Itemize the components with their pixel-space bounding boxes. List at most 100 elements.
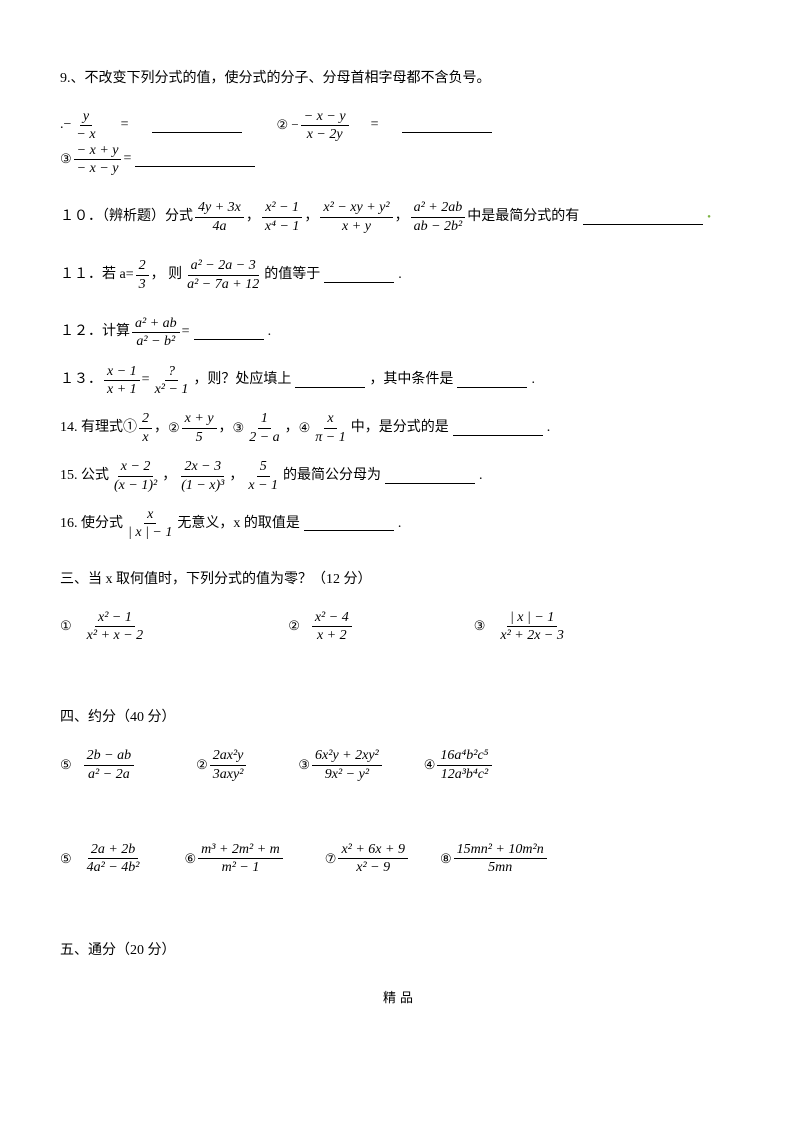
s4-f3: 6x²y + 2xy²9x² − y² (312, 748, 382, 782)
den: − x (73, 126, 98, 142)
blank[interactable] (295, 373, 365, 388)
q12-pre: １２．计算 (60, 317, 130, 348)
c: ， (285, 413, 299, 444)
q10-pre: １０．（辨析题）分式 (60, 202, 193, 233)
end: . (531, 365, 535, 396)
den: x + 1 (104, 381, 140, 397)
s4-i4: ④ (424, 751, 436, 780)
section4-row2: ⑤ 2a + 2b4a² − 4b² ⑥ m³ + 2m² + mm² − 1 … (60, 842, 740, 876)
num: x² + 6x + 9 (338, 842, 408, 859)
s3-i2: ② (288, 612, 300, 641)
num: − x + y (74, 143, 122, 160)
q9-text: 9.、不改变下列分式的值，使分式的分子、分母首相字母都不含负号。 (60, 64, 491, 95)
c: ， (219, 413, 233, 444)
den: x + 2 (314, 627, 350, 643)
q10-f2: x² − 1x⁴ − 1 (262, 200, 303, 234)
den: 4a² − 4b² (84, 859, 143, 875)
q10-f1: 4y + 3x4a (195, 200, 244, 234)
s4-i5: ⑤ (60, 751, 72, 780)
q10: １０．（辨析题）分式 4y + 3x4a ， x² − 1x⁴ − 1 ， x²… (60, 200, 740, 234)
q13-f2: ?x² − 1 (152, 364, 192, 398)
num: 2 (139, 411, 152, 428)
num: 15mn² + 10m²n (454, 842, 547, 859)
num: x² − 1 (95, 610, 135, 627)
blank[interactable] (194, 325, 264, 340)
num: 6x²y + 2xy² (312, 748, 382, 765)
num: 2 (136, 258, 149, 275)
q9-item1: .− y − x = (60, 109, 246, 143)
num: 1 (258, 411, 271, 428)
den: x² + 2x − 3 (497, 627, 567, 643)
s3-f1: x² − 1x² + x − 2 (84, 610, 147, 644)
s4-i2: ② (196, 751, 208, 780)
den: a² − b² (133, 333, 178, 349)
dot: ● (707, 211, 711, 224)
blank[interactable] (152, 118, 242, 133)
den: 12a³b⁴c² (438, 766, 491, 782)
den: x⁴ − 1 (262, 218, 303, 234)
s4-f8: 15mn² + 10m²n5mn (454, 842, 547, 876)
page-footer: 精品 (60, 987, 740, 1006)
num: x (144, 507, 156, 524)
q9-i3-frac: − x + y − x − y (74, 143, 122, 177)
num: | x | − 1 (507, 610, 557, 627)
q15-f1: x − 2(x − 1)² (111, 459, 160, 493)
blank[interactable] (304, 516, 394, 531)
q13-f1: x − 1x + 1 (104, 364, 140, 398)
blank[interactable] (583, 210, 703, 225)
c: ， (154, 413, 168, 444)
q15-post: 的最简公分母为 (283, 461, 381, 492)
blank[interactable] (402, 118, 492, 133)
den: 9x² − y² (322, 766, 372, 782)
den: a² − 2a (85, 766, 133, 782)
eq: = (121, 110, 129, 141)
den: 4a (209, 218, 229, 234)
blank[interactable] (385, 469, 475, 484)
num: m³ + 2m² + m (198, 842, 283, 859)
l3: ③ (233, 414, 245, 443)
s3-i1: ① (60, 612, 72, 641)
q16-post: 无意义，x 的取值是 (177, 509, 300, 540)
blank[interactable] (135, 152, 255, 167)
q16-f: x| x | − 1 (125, 507, 175, 541)
s4-f4: 16a⁴b²c⁵12a³b⁴c² (437, 748, 491, 782)
s4-i6: ⑥ (185, 845, 197, 874)
den: x² + x − 2 (84, 627, 147, 643)
num: x (324, 411, 336, 428)
q14: 14. 有理式① 2x ， ② x + y5 ， ③ 12 − a ， ④ xπ… (60, 411, 740, 445)
den: ab − 2b² (411, 218, 466, 234)
den: x (139, 429, 151, 445)
num: 16a⁴b²c⁵ (437, 748, 491, 765)
section4-row1: ⑤ 2b − aba² − 2a ② 2ax²y3axy² ③ 6x²y + 2… (60, 748, 740, 782)
s3-title-text: 三、当 x 取何值时，下列分式的值为零？（12 分） (60, 565, 372, 596)
q15-f3: 5x − 1 (245, 459, 281, 493)
q9-i1-frac: y − x (73, 109, 98, 143)
footer-text: 精品 (383, 990, 417, 1005)
blank[interactable] (324, 268, 394, 283)
den: m² − 1 (219, 859, 263, 875)
q13-mid2: ，其中条件是 (369, 365, 453, 396)
q11-pre: １１．若 a= (60, 260, 134, 291)
q14-f4: xπ − 1 (312, 411, 348, 445)
q11-mid: ， 则 (151, 260, 183, 291)
l4: ④ (299, 414, 311, 443)
s3-i3: ③ (474, 612, 486, 641)
l2: ② (168, 414, 180, 443)
blank[interactable] (453, 421, 543, 436)
den: x² − 9 (353, 859, 393, 875)
comma: ， (304, 202, 318, 233)
q14-f3: 12 − a (246, 411, 282, 445)
num: a² + ab (132, 316, 180, 333)
num: a² + 2ab (411, 200, 466, 217)
den: x² − 1 (152, 381, 192, 397)
s4-i5b: ⑤ (60, 845, 72, 874)
den: 3 (136, 276, 149, 292)
worksheet-page: 9.、不改变下列分式的值，使分式的分子、分母首相字母都不含负号。 .− y − … (0, 0, 800, 1026)
blank[interactable] (457, 373, 527, 388)
s3-f2: x² − 4x + 2 (312, 610, 352, 644)
s4-f5b: 2a + 2b4a² − 4b² (84, 842, 143, 876)
q9-i2-label: ② − (276, 111, 298, 140)
num: 4y + 3x (195, 200, 244, 217)
q9-item3: ③ − x + y − x − y = (60, 143, 259, 177)
q11-f1: 23 (136, 258, 149, 292)
